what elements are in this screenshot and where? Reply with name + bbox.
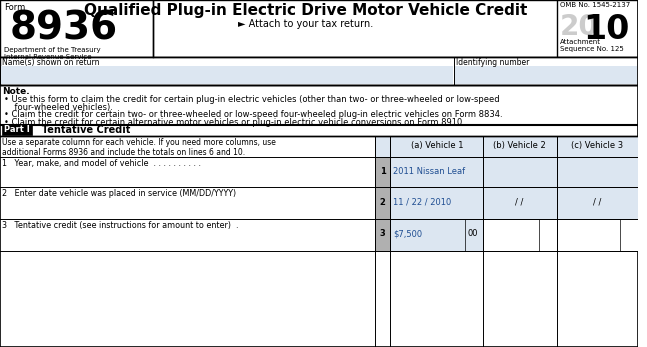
Text: 1   Year, make, and model of vehicle  . . . . . . . . . .: 1 Year, make, and model of vehicle . . .… [2, 159, 201, 168]
Text: 2   Enter date vehicle was placed in service (MM/DD/YYYY): 2 Enter date vehicle was placed in servi… [2, 189, 236, 198]
Bar [483, 157, 557, 187]
Text: $7,500: $7,500 [393, 229, 422, 238]
Text: (b) Vehicle 2: (b) Vehicle 2 [493, 141, 546, 150]
Text: Department of the Treasury
Internal Revenue Service: Department of the Treasury Internal Reve… [4, 47, 100, 60]
Bar [483, 219, 557, 251]
Text: • Claim the credit for certain two- or three-wheeled or low-speed four-wheeled p: • Claim the credit for certain two- or t… [4, 110, 503, 119]
Text: four-wheeled vehicles).: four-wheeled vehicles). [4, 103, 113, 112]
Text: 8936: 8936 [10, 9, 118, 47]
Bar [2, 125, 32, 135]
Bar [483, 187, 557, 219]
Bar [391, 157, 483, 187]
Bar [455, 66, 637, 84]
Text: (a) Vehicle 1: (a) Vehicle 1 [411, 141, 463, 150]
Bar [375, 136, 391, 157]
Text: Identifying number: Identifying number [455, 58, 529, 67]
Text: OMB No. 1545-2137: OMB No. 1545-2137 [560, 2, 630, 8]
Text: 2: 2 [380, 197, 386, 206]
Text: Qualified Plug-in Electric Drive Motor Vehicle Credit: Qualified Plug-in Electric Drive Motor V… [84, 3, 527, 18]
Bar [375, 157, 391, 187]
Bar [557, 136, 638, 157]
Text: Note.: Note. [2, 87, 30, 96]
Bar [0, 57, 638, 85]
Text: Attachment
Sequence No. 125: Attachment Sequence No. 125 [560, 39, 624, 52]
Text: 3   Tentative credit (see instructions for amount to enter)  .: 3 Tentative credit (see instructions for… [2, 221, 239, 230]
Bar [483, 136, 557, 157]
Text: 20: 20 [560, 13, 599, 41]
Text: Tentative Credit: Tentative Credit [36, 125, 131, 135]
Bar [557, 187, 638, 219]
Text: (c) Vehicle 3: (c) Vehicle 3 [571, 141, 624, 150]
Text: 3: 3 [380, 229, 386, 238]
Bar [0, 0, 638, 57]
Bar [391, 219, 483, 251]
Text: 2011 Nissan Leaf: 2011 Nissan Leaf [393, 167, 466, 176]
Text: • Use this form to claim the credit for certain plug-in electric vehicles (other: • Use this form to claim the credit for … [4, 95, 499, 104]
Bar [1, 66, 453, 84]
Text: Part I: Part I [4, 125, 30, 134]
Text: ► Attach to your tax return.: ► Attach to your tax return. [238, 19, 373, 29]
Bar [391, 136, 483, 157]
Bar [391, 187, 483, 219]
Bar [375, 187, 391, 219]
Text: 1: 1 [380, 167, 386, 176]
Bar [0, 0, 153, 57]
Text: 00: 00 [467, 229, 478, 238]
Bar [557, 219, 638, 251]
Text: • Claim the credit for certain alternative motor vehicles or plug-in electric ve: • Claim the credit for certain alternati… [4, 118, 465, 127]
Text: / /: / / [516, 197, 524, 206]
Bar [557, 0, 638, 57]
Bar [375, 219, 391, 251]
Text: Form: Form [4, 3, 25, 12]
Text: Use a separate column for each vehicle. If you need more columns, use
additional: Use a separate column for each vehicle. … [2, 138, 276, 158]
Text: Name(s) shown on return: Name(s) shown on return [2, 58, 100, 67]
Bar [557, 157, 638, 187]
Text: 10: 10 [584, 13, 630, 46]
Text: / /: / / [593, 197, 602, 206]
Text: 11 / 22 / 2010: 11 / 22 / 2010 [393, 197, 452, 206]
